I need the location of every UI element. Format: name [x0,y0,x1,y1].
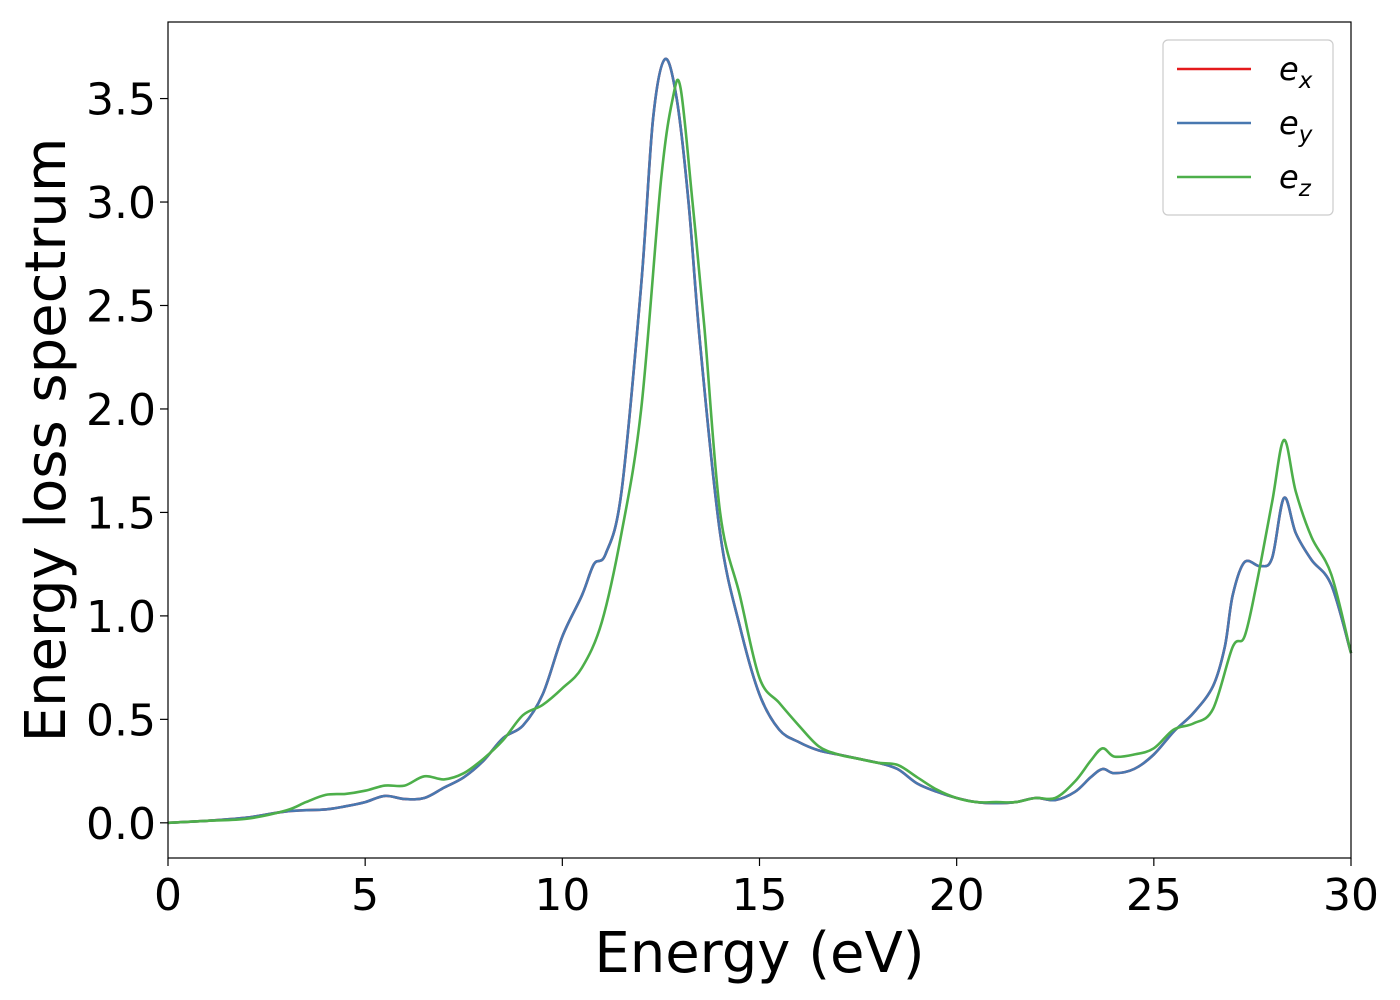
legend-label-z: ez [1279,158,1312,202]
x-tick-label: 15 [732,870,788,921]
y-tick-label: 1.5 [86,488,156,539]
series-layer [167,57,1353,825]
x-tick-label: 25 [1126,870,1182,921]
x-axis-ticks: 0 5 10 15 20 25 30 [154,858,1379,921]
legend-box [1162,39,1334,216]
x-tick-label: 5 [351,870,379,921]
x-tick-label: 0 [154,870,182,921]
y-axis-label: Energy loss spectrum [14,138,79,743]
y-tick-label: 3.5 [86,75,156,126]
legend: ex ey ez [1162,39,1334,216]
series-line-z [167,78,1353,825]
x-tick-label: 30 [1323,870,1379,921]
x-axis-label: Energy (eV) [594,921,924,986]
y-tick-label: 2.5 [86,281,156,332]
y-tick-label: 1.0 [86,592,156,643]
legend-label-y: ey [1279,104,1313,148]
x-tick-label: 20 [929,870,985,921]
series-line-y [167,57,1353,825]
y-tick-label: 0.0 [86,799,156,850]
y-axis-ticks: 0.0 0.5 1.0 1.5 2.0 2.5 3.0 3.5 [86,75,168,850]
y-tick-label: 0.5 [86,695,156,746]
x-tick-label: 10 [534,870,590,921]
legend-label-x: ex [1279,50,1313,94]
y-tick-label: 3.0 [86,178,156,229]
y-tick-label: 2.0 [86,385,156,436]
